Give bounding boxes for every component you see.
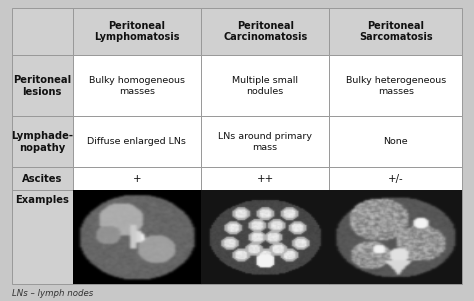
Text: Peritoneal
Lymphomatosis: Peritoneal Lymphomatosis: [94, 21, 180, 42]
Bar: [329, 167, 462, 191]
Bar: [12, 167, 73, 191]
Text: Ascites: Ascites: [22, 174, 63, 184]
Bar: [73, 191, 201, 284]
Text: LNs – lymph nodes: LNs – lymph nodes: [12, 289, 93, 298]
Text: Lymphade-
nopathy: Lymphade- nopathy: [11, 131, 73, 153]
Bar: [201, 116, 329, 167]
Text: LNs around primary
mass: LNs around primary mass: [218, 132, 312, 152]
Bar: [12, 55, 73, 116]
Text: Peritoneal
Sarcomatosis: Peritoneal Sarcomatosis: [359, 21, 433, 42]
Text: Peritoneal
lesions: Peritoneal lesions: [13, 75, 71, 97]
Text: ++: ++: [256, 174, 274, 184]
Bar: [73, 8, 201, 55]
Bar: [329, 8, 462, 55]
Bar: [12, 8, 73, 55]
Bar: [73, 167, 201, 191]
Bar: [12, 191, 73, 284]
Bar: [73, 55, 201, 116]
Text: +/-: +/-: [388, 174, 403, 184]
Text: None: None: [383, 137, 408, 146]
Text: Examples: Examples: [15, 195, 69, 205]
Text: Peritoneal
Carcinomatosis: Peritoneal Carcinomatosis: [223, 21, 307, 42]
Text: Multiple small
nodules: Multiple small nodules: [232, 76, 298, 95]
Text: Diffuse enlarged LNs: Diffuse enlarged LNs: [87, 137, 186, 146]
Bar: [73, 116, 201, 167]
Bar: [329, 55, 462, 116]
Text: Bulky heterogeneous
masses: Bulky heterogeneous masses: [346, 76, 446, 95]
Bar: [12, 116, 73, 167]
Bar: [201, 191, 329, 284]
Bar: [201, 8, 329, 55]
Bar: [201, 167, 329, 191]
Bar: [329, 116, 462, 167]
Bar: [329, 191, 462, 284]
Text: Bulky homogeneous
masses: Bulky homogeneous masses: [89, 76, 185, 95]
Text: +: +: [133, 174, 141, 184]
Bar: [201, 55, 329, 116]
